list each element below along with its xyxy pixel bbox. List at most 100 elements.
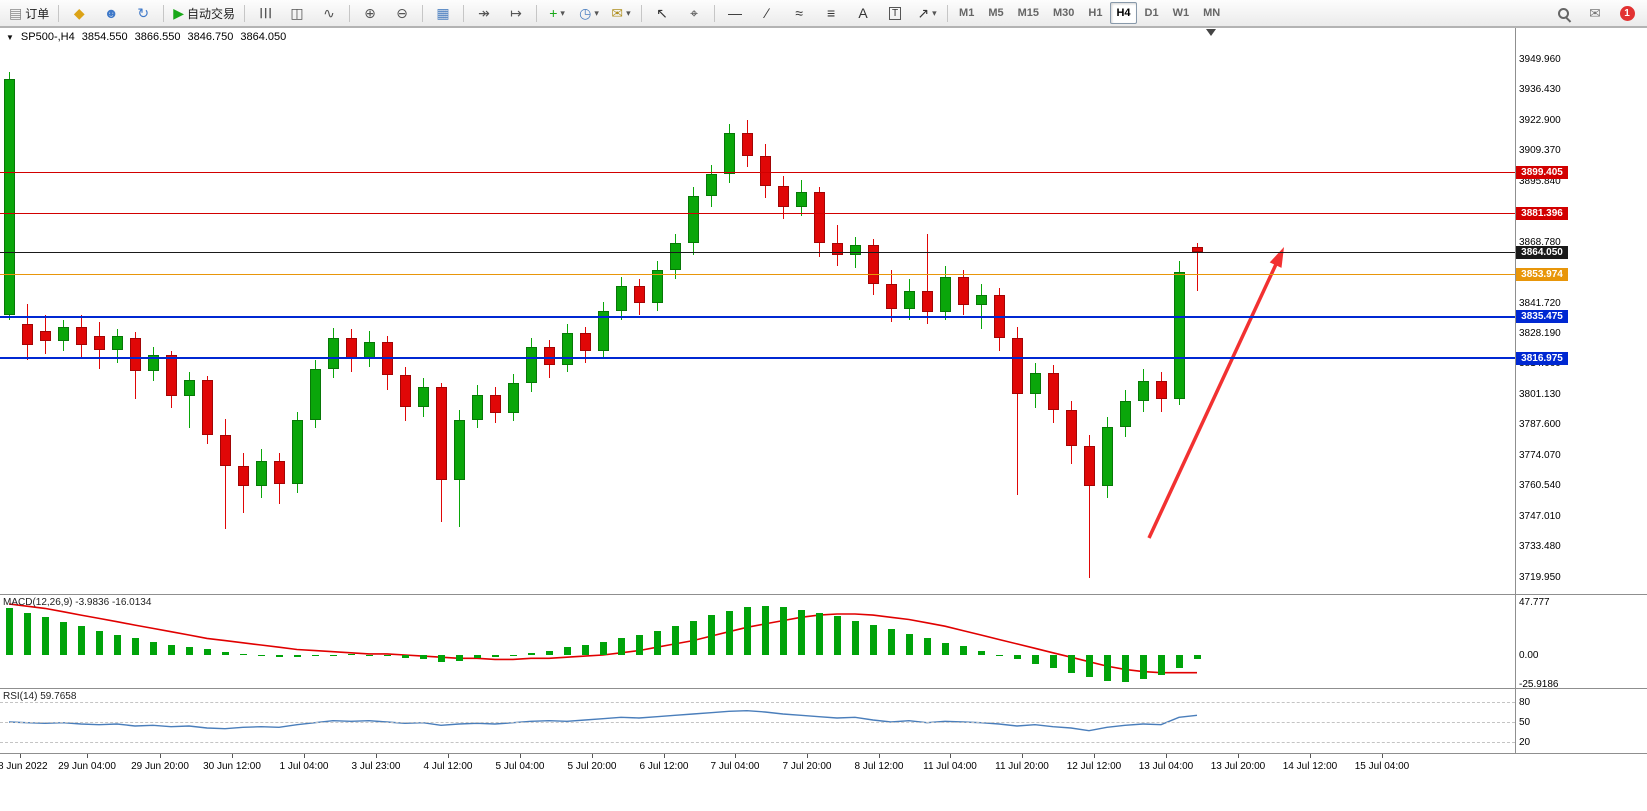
- autotrading-button[interactable]: ▶ 自动交易: [169, 1, 239, 25]
- macd-signal-line: [8, 603, 1197, 674]
- macd-histogram-bar: [528, 652, 535, 655]
- timeframe-h4[interactable]: H4: [1110, 2, 1137, 24]
- new-chart-button[interactable]: + ▾: [542, 1, 572, 25]
- price-scale-label: 3719.950: [1519, 571, 1561, 583]
- channel-tool-button[interactable]: ≈: [784, 1, 814, 25]
- chart-shift-marker[interactable]: [1206, 29, 1216, 36]
- pivot-line[interactable]: [0, 274, 1515, 276]
- trend-arrow-shaft[interactable]: [1147, 258, 1280, 539]
- candle: [94, 335, 105, 351]
- macd-histogram-bar: [996, 655, 1003, 656]
- time-axis-label: 5 Jul 04:00: [495, 761, 545, 772]
- time-axis-label: 29 Jun 04:00: [58, 761, 116, 772]
- macd-histogram-bar: [546, 650, 553, 655]
- time-axis-tick: [735, 754, 736, 758]
- toolbar-separator: [641, 4, 643, 22]
- candle: [526, 346, 537, 383]
- candle: [1156, 380, 1167, 399]
- rsi-level-line: [0, 742, 1515, 743]
- time-axis-label: 11 Jul 04:00: [923, 761, 977, 772]
- macd-histogram-bar: [222, 651, 229, 655]
- macd-histogram-bar: [24, 612, 31, 655]
- candle: [1138, 380, 1149, 401]
- macd-histogram-bar: [60, 621, 67, 655]
- macd-histogram-bar: [870, 625, 877, 655]
- line-chart-button[interactable]: ∿: [314, 1, 344, 25]
- alerts-button[interactable]: ✉ ▾: [606, 1, 636, 25]
- label-tool-button[interactable]: T: [880, 1, 910, 25]
- resistance-2[interactable]: [0, 212, 1515, 214]
- toolbar-separator: [463, 4, 465, 22]
- zoom-in-button[interactable]: ⊕: [355, 1, 385, 25]
- hline-tool-button[interactable]: —: [720, 1, 750, 25]
- sync-button[interactable]: ↻: [128, 1, 158, 25]
- macd-histogram-bar: [654, 630, 661, 655]
- price-scale-label: 3733.480: [1519, 541, 1561, 553]
- support-2[interactable]: [0, 357, 1515, 360]
- macd-histogram-bar: [798, 609, 805, 655]
- rsi-label: RSI(14) 59.7658: [3, 691, 76, 702]
- candle-chart-button[interactable]: ◫: [282, 1, 312, 25]
- zoom-out-button[interactable]: ⊖: [387, 1, 417, 25]
- current-price-line[interactable]: [0, 251, 1515, 253]
- pane-splitter-macd[interactable]: [0, 594, 1647, 595]
- macd-histogram-bar: [618, 638, 625, 655]
- users-icon: ☻: [103, 5, 119, 21]
- price-scale-label: 3828.190: [1519, 327, 1561, 339]
- quote-close: 3864.050: [240, 31, 287, 43]
- toolbar-separator: [536, 4, 538, 22]
- candle-wick: [981, 283, 982, 329]
- search-button[interactable]: [1548, 1, 1578, 25]
- resistance-1[interactable]: [0, 172, 1515, 174]
- candle: [778, 186, 789, 208]
- candle: [4, 79, 15, 316]
- crosshair-button[interactable]: ⌖: [679, 1, 709, 25]
- cursor-icon: ↖: [656, 5, 668, 21]
- market-button[interactable]: ◆: [64, 1, 94, 25]
- timeframe-m15[interactable]: M15: [1017, 7, 1040, 19]
- tile-icon: ▦: [436, 5, 450, 21]
- trend-arrow-head[interactable]: [1269, 247, 1284, 268]
- cursor-button[interactable]: ↖: [647, 1, 677, 25]
- candle: [1012, 337, 1023, 395]
- chart-shift-button[interactable]: ↦: [501, 1, 531, 25]
- candle: [580, 333, 591, 352]
- macd-histogram-bar: [1086, 655, 1093, 678]
- notifications-button[interactable]: 1: [1612, 1, 1642, 25]
- mail-icon: ✉: [611, 5, 624, 21]
- text-tool-button[interactable]: A: [848, 1, 878, 25]
- pane-splitter-rsi[interactable]: [0, 688, 1647, 689]
- rsi-scale-label: 20: [1519, 737, 1531, 748]
- candle: [562, 333, 573, 365]
- time-axis-tick: [20, 754, 21, 758]
- timeframe-mn[interactable]: MN: [1203, 7, 1221, 19]
- timeframe-d1[interactable]: D1: [1144, 7, 1159, 19]
- macd-histogram-bar: [1068, 655, 1075, 673]
- new-order-button[interactable]: ▤ 订单: [5, 1, 53, 25]
- shapes-tool-button[interactable]: ↗ ▾: [912, 1, 942, 25]
- community-button[interactable]: ☻: [96, 1, 126, 25]
- timeframe-m5[interactable]: M5: [988, 7, 1004, 19]
- toolbar-bottom-border: [0, 27, 1647, 28]
- trendline-tool-button[interactable]: ∕: [752, 1, 782, 25]
- timeframe-m30[interactable]: M30: [1053, 7, 1075, 19]
- macd-histogram-bar: [726, 610, 733, 655]
- support-1[interactable]: [0, 315, 1515, 318]
- timeframe-m1[interactable]: M1: [959, 7, 975, 19]
- timeframe-h1[interactable]: H1: [1088, 7, 1103, 19]
- candle-wick: [1089, 434, 1090, 578]
- rsi-scale-label: 80: [1519, 696, 1531, 708]
- candle: [346, 337, 357, 360]
- auto-scroll-button[interactable]: ↠: [469, 1, 499, 25]
- fibonacci-tool-button[interactable]: ≡: [816, 1, 846, 25]
- macd-histogram-bar: [330, 655, 337, 656]
- mailbox-button[interactable]: ✉: [1580, 1, 1610, 25]
- timeframe-w1[interactable]: W1: [1172, 7, 1190, 19]
- period-button[interactable]: ◷ ▾: [574, 1, 604, 25]
- candle: [490, 395, 501, 414]
- macd-histogram-bar: [474, 655, 481, 659]
- tile-windows-button[interactable]: ▦: [428, 1, 458, 25]
- time-axis-tick: [87, 754, 88, 758]
- macd-histogram-bar: [132, 638, 139, 655]
